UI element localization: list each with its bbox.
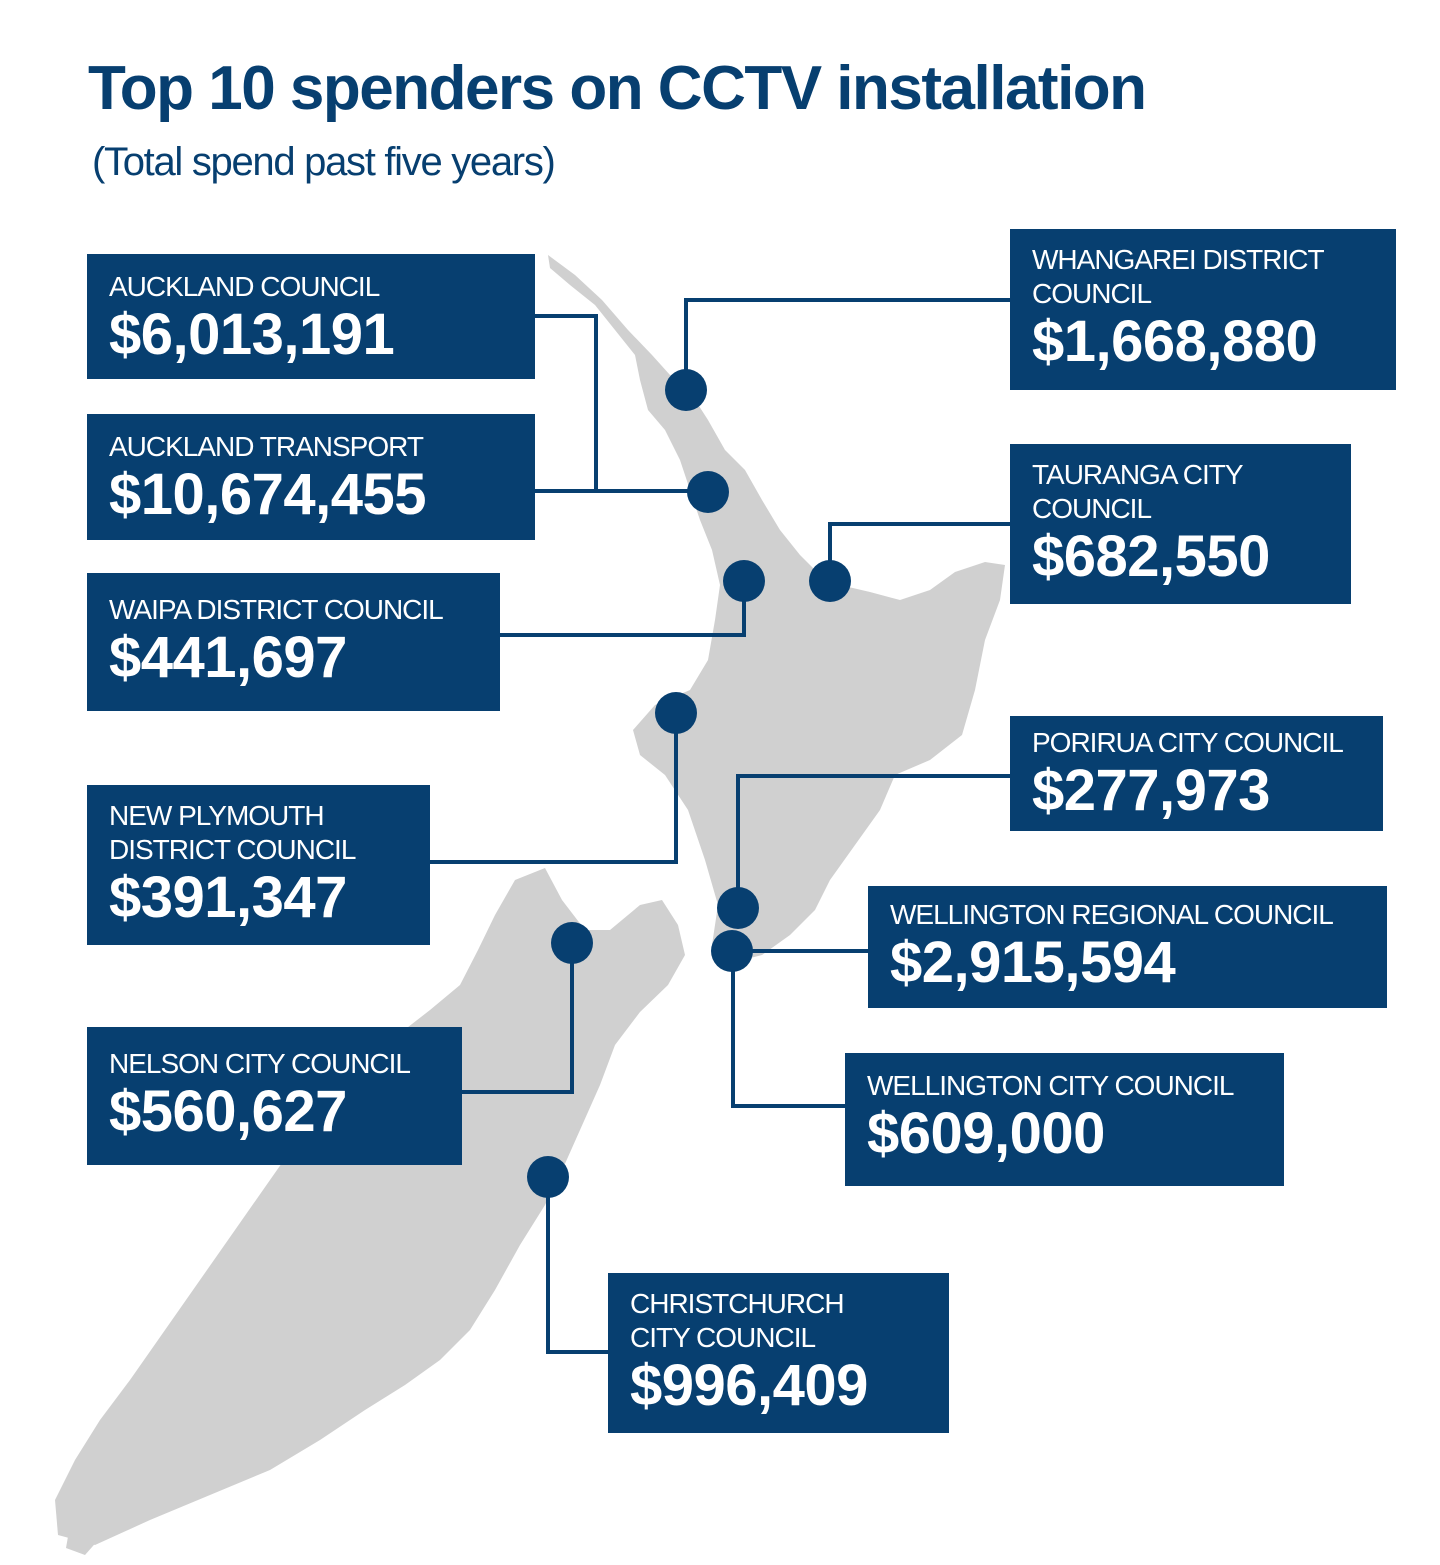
council-name: WAIPA DISTRICT COUNCIL — [109, 594, 444, 625]
council-amount: $560,627 — [109, 1079, 347, 1144]
council-name: AUCKLAND COUNCIL — [109, 271, 380, 302]
label-whangarei: WHANGAREI DISTRICT COUNCIL $1,668,880 — [1010, 229, 1396, 390]
council-amount: $441,697 — [109, 625, 347, 690]
label-waipa: WAIPA DISTRICT COUNCIL $441,697 — [87, 573, 500, 711]
council-amount: $2,915,594 — [890, 930, 1176, 995]
council-amount: $10,674,455 — [109, 462, 427, 527]
council-amount: $1,668,880 — [1032, 309, 1318, 374]
council-name: NELSON CITY COUNCIL — [109, 1048, 411, 1079]
marker-porirua — [717, 887, 759, 929]
council-name: TAURANGA CITY COUNCIL — [1032, 459, 1244, 524]
label-christchurch: CHRISTCHURCH CITY COUNCIL $996,409 — [608, 1273, 949, 1433]
council-amount: $391,347 — [109, 865, 347, 930]
location-markers — [527, 369, 851, 1198]
marker-wellington — [711, 930, 753, 972]
council-amount: $277,973 — [1032, 758, 1270, 823]
council-name: WELLINGTON CITY COUNCIL — [867, 1070, 1234, 1101]
label-new-plymouth: NEW PLYMOUTH DISTRICT COUNCIL $391,347 — [87, 785, 430, 945]
leader-porirua — [736, 774, 1010, 908]
marker-christchurch — [527, 1156, 569, 1198]
marker-whangarei — [665, 369, 707, 411]
marker-nelson — [551, 922, 593, 964]
label-wellington-city: WELLINGTON CITY COUNCIL $609,000 — [845, 1053, 1284, 1186]
council-name: WELLINGTON REGIONAL COUNCIL — [890, 899, 1334, 930]
leader-new-plymouth — [430, 713, 678, 864]
label-nelson: NELSON CITY COUNCIL $560,627 — [87, 1027, 462, 1165]
council-name: PORIRUA CITY COUNCIL — [1032, 727, 1344, 758]
council-name: AUCKLAND TRANSPORT — [109, 431, 424, 462]
chart-subtitle: (Total spend past five years) — [92, 140, 556, 184]
council-amount: $996,409 — [630, 1353, 868, 1418]
label-auckland-transport: AUCKLAND TRANSPORT $10,674,455 — [87, 414, 535, 540]
chart-title: Top 10 spenders on CCTV installation — [88, 54, 1147, 123]
council-amount: $682,550 — [1032, 524, 1270, 589]
marker-waipa — [723, 560, 765, 602]
leader-waipa — [500, 582, 746, 637]
leader-wellington-city — [731, 951, 845, 1108]
stewart-island-shape — [66, 1520, 100, 1555]
leader-lines — [430, 298, 1010, 1354]
marker-auckland — [687, 471, 729, 513]
label-wellington-regional: WELLINGTON REGIONAL COUNCIL $2,915,594 — [868, 886, 1387, 1008]
leader-christchurch — [546, 1177, 608, 1354]
council-name: NEW PLYMOUTH DISTRICT COUNCIL — [109, 800, 356, 865]
land-masses — [55, 255, 1005, 1555]
marker-tauranga — [809, 560, 851, 602]
label-tauranga: TAURANGA CITY COUNCIL $682,550 — [1010, 444, 1351, 604]
north-island-shape — [548, 255, 1005, 962]
council-amount: $609,000 — [867, 1101, 1105, 1166]
south-island-shape — [55, 868, 685, 1545]
council-name: WHANGAREI DISTRICT COUNCIL — [1032, 244, 1325, 309]
council-name: CHRISTCHURCH CITY COUNCIL — [630, 1288, 845, 1353]
council-amount: $6,013,191 — [109, 302, 395, 367]
marker-new-plymouth — [655, 692, 697, 734]
label-auckland-council: AUCKLAND COUNCIL $6,013,191 — [87, 254, 535, 379]
label-porirua: PORIRUA CITY COUNCIL $277,973 — [1010, 716, 1383, 831]
leader-nelson — [462, 943, 574, 1094]
leader-whangarei — [684, 298, 1010, 390]
